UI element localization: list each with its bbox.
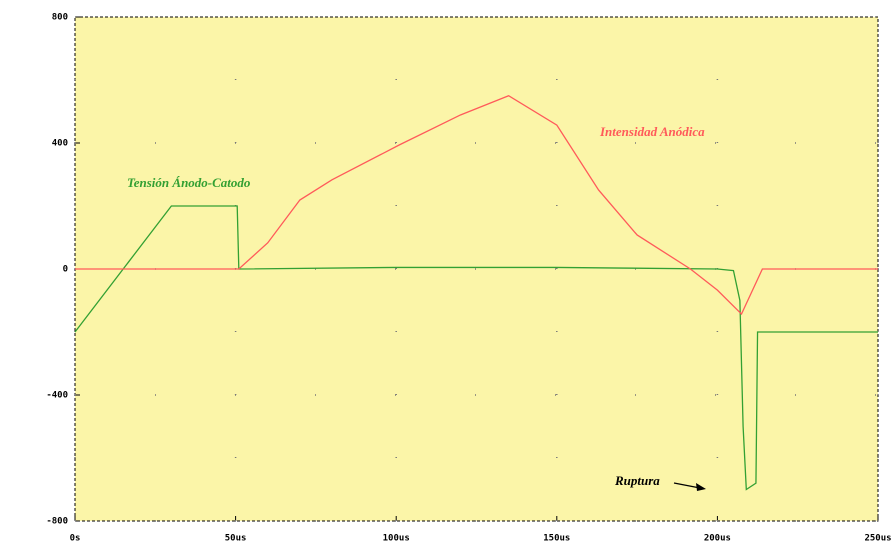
annotation-arrow [673, 482, 701, 489]
y-tick-label: 400 [52, 139, 68, 149]
x-tick-label: 0s [70, 534, 81, 544]
series-line [75, 95, 878, 316]
y-tick-label: -800 [46, 517, 68, 527]
x-tick-label: 250us [864, 534, 891, 544]
series-label: Tensión Ánodo-Catodo [127, 175, 251, 190]
annotation: Ruptura [614, 473, 660, 488]
arrow-head [696, 483, 706, 491]
series-line [74, 205, 878, 491]
y-tick-label: 0 [63, 265, 68, 275]
series-label: Intensidad Anódica [599, 124, 705, 139]
x-tick-label: 200us [704, 534, 731, 544]
x-tick-label: 150us [543, 534, 570, 544]
y-tick-label: 800 [52, 13, 68, 23]
x-tick-label: 100us [383, 534, 410, 544]
y-tick-label: -400 [46, 391, 68, 401]
x-tick-label: 50us [225, 534, 247, 544]
